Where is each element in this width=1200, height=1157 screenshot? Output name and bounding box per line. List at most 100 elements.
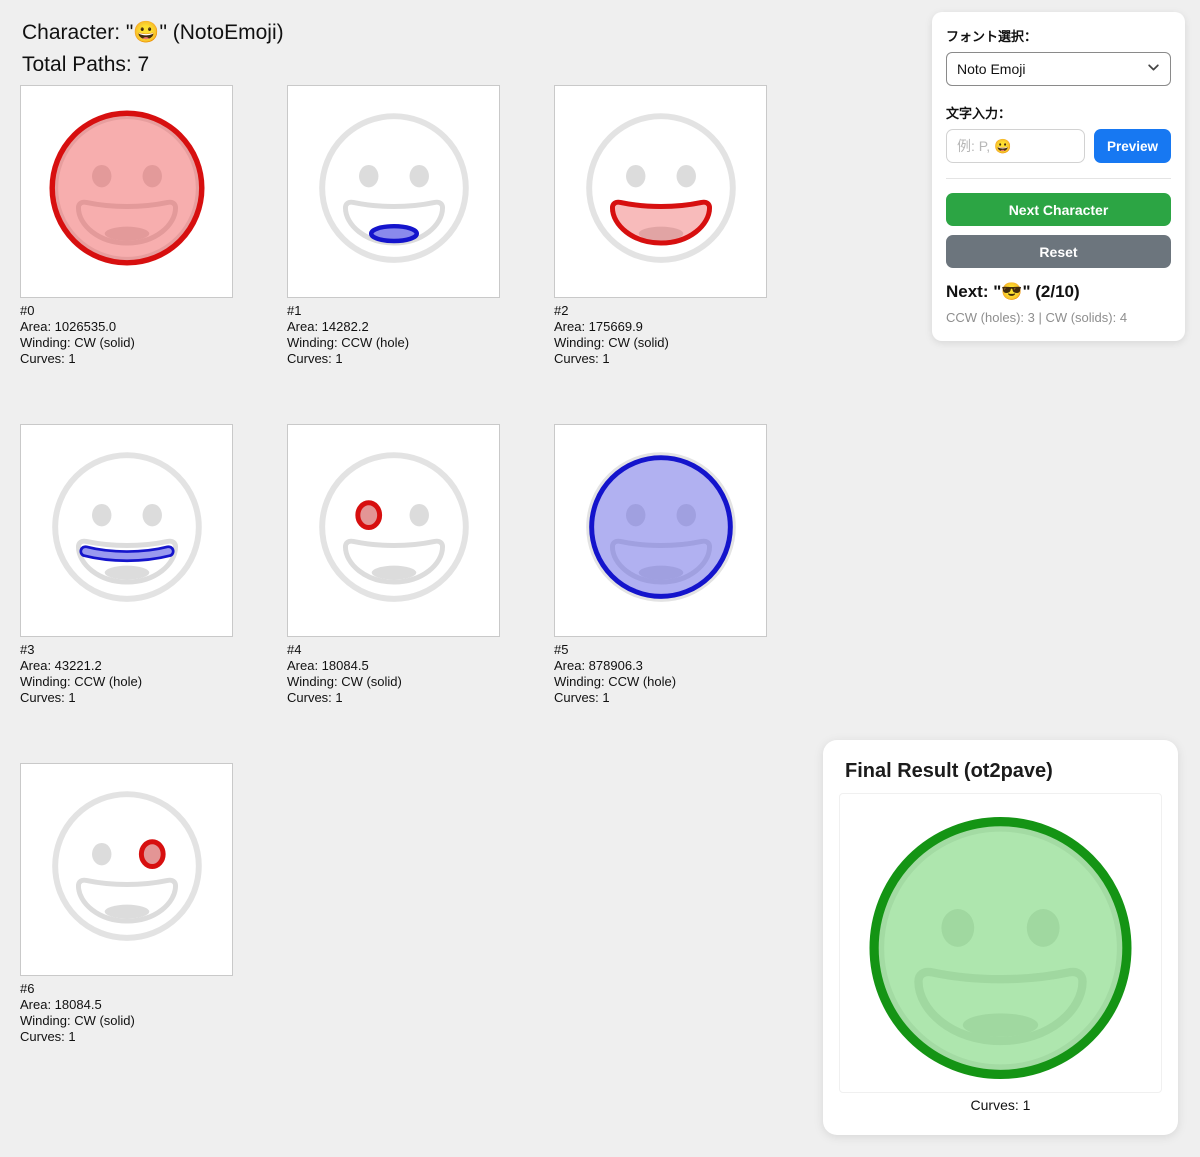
- path-caption: #6 Area: 18084.5 Winding: CW (solid) Cur…: [20, 981, 233, 1045]
- right-eye: [409, 503, 429, 527]
- path-number: #1: [287, 303, 302, 318]
- tongue: [104, 904, 150, 919]
- control-panel: フォント選択： Noto Emoji 文字入力： Preview Next Ch…: [932, 12, 1185, 341]
- path-number: #6: [20, 981, 35, 996]
- path-number: #0: [20, 303, 35, 318]
- face-preview: [586, 452, 736, 602]
- winding-summary: CCW (holes): 3 | CW (solids): 4: [946, 310, 1128, 325]
- face-preview: [319, 452, 469, 602]
- next-character-button[interactable]: Next Character: [946, 193, 1171, 226]
- left-eye: [626, 164, 646, 188]
- left-eye: [92, 164, 112, 188]
- tongue: [104, 565, 150, 580]
- path-number: #2: [554, 303, 569, 318]
- font-select-value: Noto Emoji: [957, 61, 1026, 77]
- highlight-band-fill: [82, 548, 172, 560]
- path-canvas: [20, 424, 233, 637]
- path-winding: Winding: CW (solid): [20, 1013, 135, 1028]
- final-result-title: Final Result (ot2pave): [845, 760, 1053, 782]
- face-preview: [586, 113, 736, 263]
- path-curves: Curves: 1: [287, 351, 343, 366]
- font-select-label: フォント選択：: [946, 29, 1038, 44]
- path-area: Area: 18084.5: [20, 997, 102, 1012]
- right-eye: [142, 503, 162, 527]
- char-input[interactable]: [946, 129, 1085, 163]
- reset-button[interactable]: Reset: [946, 235, 1171, 268]
- path-card: #5 Area: 878906.3 Winding: CCW (hole) Cu…: [554, 424, 767, 706]
- sidebar-divider: [946, 178, 1171, 179]
- left-eye: [359, 164, 379, 188]
- char-input-label: 文字入力：: [946, 106, 1012, 121]
- path-winding: Winding: CCW (hole): [287, 335, 410, 350]
- path-area: Area: 878906.3: [554, 658, 643, 673]
- right-eye: [142, 164, 162, 188]
- right-eye: [409, 164, 429, 188]
- path-card: #4 Area: 18084.5 Winding: CW (solid) Cur…: [287, 424, 500, 706]
- highlight-mouth: [609, 199, 713, 246]
- path-caption: #1 Area: 14282.2 Winding: CCW (hole) Cur…: [287, 303, 500, 367]
- path-curves: Curves: 1: [554, 351, 610, 366]
- path-area: Area: 1026535.0: [20, 319, 117, 334]
- path-canvas: [20, 763, 233, 976]
- tongue: [104, 226, 150, 241]
- path-area: Area: 43221.2: [20, 658, 102, 673]
- right-eye: [676, 164, 696, 188]
- final-result-panel: Final Result (ot2pave) Curves: 1: [823, 740, 1178, 1135]
- tongue: [638, 226, 684, 241]
- total-paths: Total Paths: 7: [22, 53, 150, 76]
- path-canvas: [20, 85, 233, 298]
- preview-button[interactable]: Preview: [1094, 129, 1171, 163]
- path-canvas: [554, 85, 767, 298]
- path-card: #2 Area: 175669.9 Winding: CW (solid) Cu…: [554, 85, 767, 367]
- path-area: Area: 14282.2: [287, 319, 369, 334]
- path-card: #1 Area: 14282.2 Winding: CCW (hole) Cur…: [287, 85, 500, 367]
- mouth: [75, 199, 179, 246]
- path-caption: #4 Area: 18084.5 Winding: CW (solid) Cur…: [287, 642, 500, 706]
- path-number: #3: [20, 642, 35, 657]
- mouth: [342, 538, 446, 585]
- path-canvas: [287, 85, 500, 298]
- left-eye: [92, 503, 112, 527]
- highlight-face-outer: [49, 110, 205, 266]
- final-result-curves: Curves: 1: [970, 1097, 1031, 1113]
- path-number: #5: [554, 642, 569, 657]
- face-preview: [49, 110, 205, 266]
- face-preview: [52, 452, 202, 602]
- paths-grid: #0 Area: 1026535.0 Winding: CW (solid) C…: [20, 85, 790, 1045]
- path-curves: Curves: 1: [554, 690, 610, 705]
- font-select[interactable]: Noto Emoji: [946, 52, 1171, 86]
- path-winding: Winding: CCW (hole): [554, 674, 677, 689]
- path-curves: Curves: 1: [20, 1029, 76, 1044]
- path-winding: Winding: CW (solid): [20, 335, 135, 350]
- highlight-face-inner: [589, 455, 733, 599]
- path-curves: Curves: 1: [20, 690, 76, 705]
- final-result-canvas: [839, 793, 1162, 1093]
- right-eye: [142, 842, 162, 866]
- path-caption: #3 Area: 43221.2 Winding: CCW (hole) Cur…: [20, 642, 233, 706]
- path-card: #3 Area: 43221.2 Winding: CCW (hole) Cur…: [20, 424, 233, 706]
- path-winding: Winding: CW (solid): [554, 335, 669, 350]
- chevron-down-icon: [1147, 61, 1160, 77]
- path-canvas: [554, 424, 767, 637]
- path-card: #0 Area: 1026535.0 Winding: CW (solid) C…: [20, 85, 233, 367]
- page-header: Character: "😀" (NotoEmoji) Total Paths: …: [22, 18, 284, 80]
- tongue: [371, 565, 417, 580]
- path-canvas: [287, 424, 500, 637]
- path-winding: Winding: CCW (hole): [20, 674, 143, 689]
- path-caption: #2 Area: 175669.9 Winding: CW (solid) Cu…: [554, 303, 767, 367]
- highlight-result-green: [869, 817, 1132, 1080]
- face-preview: [52, 791, 202, 941]
- next-character-info: Next: "😎" (2/10): [946, 282, 1080, 301]
- path-curves: Curves: 1: [287, 690, 343, 705]
- path-curves: Curves: 1: [20, 351, 76, 366]
- page-title: Character: "😀" (NotoEmoji): [22, 21, 284, 44]
- left-eye: [92, 842, 112, 866]
- face-preview: [869, 817, 1132, 1080]
- mouth: [75, 877, 179, 924]
- left-eye: [359, 503, 379, 527]
- path-caption: #5 Area: 878906.3 Winding: CCW (hole) Cu…: [554, 642, 767, 706]
- path-area: Area: 18084.5: [287, 658, 369, 673]
- path-card: #6 Area: 18084.5 Winding: CW (solid) Cur…: [20, 763, 233, 1045]
- path-area: Area: 175669.9: [554, 319, 643, 334]
- path-number: #4: [287, 642, 302, 657]
